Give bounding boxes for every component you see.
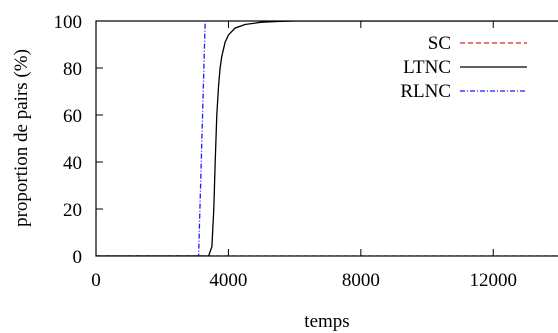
x-tick-label: 8000 (342, 270, 380, 291)
y-tick-label: 80 (63, 59, 82, 80)
legend-label-ltnc: LTNC (403, 57, 451, 78)
y-tick-label: 60 (63, 106, 82, 127)
x-axis-title: temps (304, 311, 349, 332)
x-tick-label: 12000 (469, 270, 517, 291)
legend-label-sc: SC (428, 33, 451, 54)
plot-frame (95, 20, 558, 257)
series-line-rlnc (96, 21, 206, 256)
x-tick-label: 0 (91, 270, 101, 291)
y-tick-label: 40 (63, 153, 82, 174)
y-tick-label: 20 (63, 200, 82, 221)
series-layer (96, 21, 558, 256)
y-tick-label: 0 (73, 247, 83, 268)
x-tick-label: 4000 (209, 270, 247, 291)
y-tick-label: 100 (54, 12, 83, 33)
y-axis: 0 20 40 60 80 100 (54, 12, 103, 268)
series-line-sc (96, 255, 558, 256)
x-axis: 0 4000 8000 12000 (91, 21, 517, 291)
series-line-ltnc (96, 21, 558, 256)
legend-label-rlnc: RLNC (400, 81, 451, 102)
y-axis-title: proportion de pairs (%) (11, 49, 32, 227)
legend: SC LTNC RLNC (400, 33, 527, 102)
